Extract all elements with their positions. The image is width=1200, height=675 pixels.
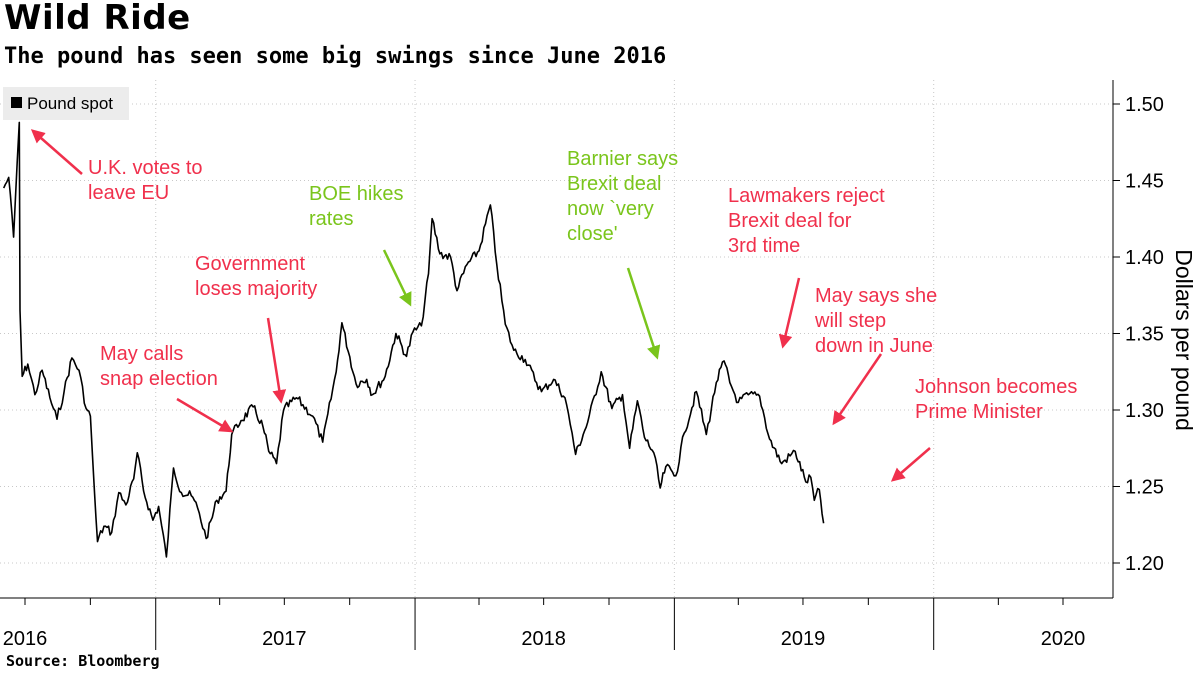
- annotation-line: leave EU: [88, 182, 169, 204]
- annotation-arrow: [890, 447, 931, 482]
- x-tick-label: 2016: [3, 628, 48, 650]
- annotation-text: Government loses majority: [195, 253, 317, 300]
- x-tick-label: 2020: [1041, 628, 1086, 650]
- annotation-line: now `very: [567, 198, 654, 220]
- y-tick-label: 1.45: [1125, 171, 1164, 193]
- annotation-line: Brexit deal: [567, 173, 662, 195]
- annotation-line: Prime Minister: [915, 401, 1043, 423]
- legend-label: Pound spot: [27, 94, 113, 113]
- y-tick-label: 1.50: [1125, 94, 1164, 116]
- annotation-arrow: [176, 397, 234, 433]
- x-tick-label: 2017: [262, 628, 307, 650]
- y-tick-label: 1.25: [1125, 477, 1164, 499]
- annotation-line: Government: [195, 253, 305, 275]
- y-tick-label: 1.35: [1125, 324, 1164, 346]
- annotation-line: will step: [814, 310, 886, 332]
- annotation-line: down in June: [815, 335, 933, 357]
- annotation-line: May says she: [815, 285, 937, 307]
- annotation-text: May calls snap election: [100, 343, 218, 390]
- annotation-arrow: [626, 267, 661, 360]
- annotation-arrow: [30, 129, 83, 175]
- series-line-pound-spot: [2, 121, 825, 558]
- annotation-text: BOE hikes rates: [309, 183, 403, 230]
- y-tick-label: 1.40: [1125, 247, 1164, 269]
- series-layer: [2, 121, 825, 558]
- annotation-line: Barnier says: [567, 148, 678, 170]
- gridlines: [0, 80, 1113, 598]
- annotation-arrow: [778, 277, 801, 349]
- annotation-line: BOE hikes: [309, 183, 403, 205]
- annotation-line: May calls: [100, 343, 183, 365]
- chart-title: Wild Ride: [4, 0, 191, 38]
- annotation-arrow: [266, 317, 287, 404]
- y-tick-label: 1.20: [1125, 553, 1164, 575]
- legend: Pound spot: [3, 87, 129, 120]
- annotation-text: U.K. votes to leave EU: [88, 157, 203, 204]
- annotation-line: Lawmakers reject: [728, 185, 885, 207]
- annotation-line: loses majority: [195, 278, 317, 300]
- y-tick-label: 1.30: [1125, 400, 1164, 422]
- annotation-line: Johnson becomes: [915, 376, 1077, 398]
- annotation-line: Brexit deal for: [728, 210, 852, 232]
- annotation-text: Johnson becomes Prime Minister: [915, 376, 1077, 423]
- legend-swatch: [11, 97, 22, 108]
- x-tick-label: 2019: [781, 628, 826, 650]
- axes: 1.20 1.25 1.30 1.35 1.40 1.45 1.50 2016 2017 2018…: [0, 80, 1197, 650]
- chart-subtitle: The pound has seen some big swings since…: [4, 44, 667, 69]
- annotation-text: May says she will step down in June: [814, 285, 937, 357]
- annotation-line: 3rd time: [728, 235, 800, 257]
- annotation-text: Lawmakers reject Brexit deal for 3rd time: [728, 185, 885, 257]
- source-note: Source: Bloomberg: [6, 652, 160, 670]
- x-tick-label: 2018: [521, 628, 566, 650]
- annotation-line: close': [567, 223, 618, 245]
- annotation-arrow: [832, 353, 883, 426]
- annotation-line: rates: [309, 208, 353, 230]
- annotation-line: snap election: [100, 368, 218, 390]
- legend-background: [3, 87, 129, 120]
- annotation-arrow: [382, 249, 412, 307]
- annotations: U.K. votes to leave EU May calls snap elect…: [30, 129, 1077, 482]
- annotation-text: Barnier says Brexit deal now `very close': [567, 148, 678, 245]
- y-axis-title: Dollars per pound: [1171, 249, 1197, 431]
- annotation-line: U.K. votes to: [88, 157, 203, 179]
